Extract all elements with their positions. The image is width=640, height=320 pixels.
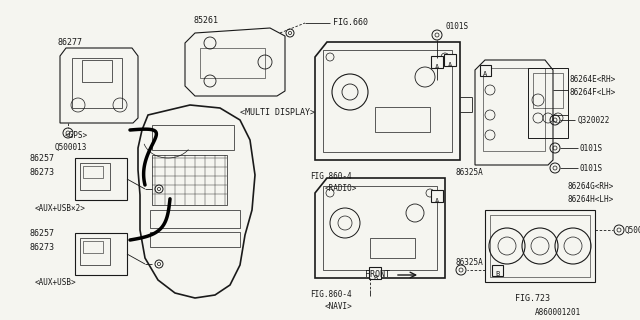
Bar <box>369 267 381 279</box>
Bar <box>444 54 456 66</box>
Bar <box>200 48 265 78</box>
Bar <box>75 158 127 200</box>
Text: 86273: 86273 <box>30 243 55 252</box>
Text: B: B <box>373 275 377 281</box>
Bar <box>483 68 545 151</box>
Text: A: A <box>448 62 452 68</box>
Text: Q500013: Q500013 <box>55 143 88 152</box>
Bar <box>152 155 227 205</box>
Text: <GPS>: <GPS> <box>65 131 88 140</box>
Bar <box>323 186 437 270</box>
Bar <box>83 166 103 178</box>
Text: 86257: 86257 <box>30 229 55 238</box>
Bar <box>80 163 110 190</box>
Text: 86264F<LH>: 86264F<LH> <box>570 88 616 97</box>
Text: A860001201: A860001201 <box>535 308 581 317</box>
Text: <RADIO>: <RADIO> <box>325 184 357 193</box>
Bar <box>431 56 443 68</box>
Bar <box>431 190 443 202</box>
Bar <box>528 68 568 138</box>
Text: 86325A: 86325A <box>455 168 483 177</box>
Text: 86277: 86277 <box>58 38 83 47</box>
Text: A: A <box>483 71 487 77</box>
Text: FIG.660: FIG.660 <box>333 18 368 27</box>
Text: 86264E<RH>: 86264E<RH> <box>570 75 616 84</box>
Bar <box>370 238 415 258</box>
Bar <box>323 50 452 152</box>
Text: 0101S: 0101S <box>580 144 603 153</box>
Text: 86264G<RH>: 86264G<RH> <box>568 182 614 191</box>
Text: FIG.723: FIG.723 <box>515 294 550 303</box>
Text: <AUX+USB>: <AUX+USB> <box>35 278 77 287</box>
Text: FIG.860-4: FIG.860-4 <box>310 172 351 181</box>
Bar <box>485 210 595 282</box>
Text: 86273: 86273 <box>30 168 55 177</box>
Bar <box>150 210 240 228</box>
Text: <AUX+USB×2>: <AUX+USB×2> <box>35 204 86 213</box>
Text: 85261: 85261 <box>193 16 218 25</box>
Bar <box>72 58 122 108</box>
Text: A: A <box>435 198 439 204</box>
Text: FRONT: FRONT <box>365 270 390 279</box>
Bar <box>490 215 590 277</box>
Text: A: A <box>435 64 439 70</box>
Text: FIG.860-4: FIG.860-4 <box>310 290 351 299</box>
Text: 86257: 86257 <box>30 154 55 163</box>
Bar <box>492 265 503 276</box>
Bar <box>80 238 110 265</box>
Text: <NAVI>: <NAVI> <box>325 302 353 311</box>
Bar <box>533 73 563 108</box>
Bar <box>150 232 240 247</box>
Text: B: B <box>495 271 499 277</box>
Text: Q320022: Q320022 <box>578 116 611 125</box>
Bar <box>152 125 234 150</box>
Text: 86264H<LH>: 86264H<LH> <box>568 195 614 204</box>
Text: 0101S: 0101S <box>445 22 468 31</box>
Text: Q500013: Q500013 <box>625 226 640 235</box>
Text: 0101S: 0101S <box>580 164 603 173</box>
Bar <box>375 107 430 132</box>
Bar <box>82 60 112 82</box>
Bar <box>480 65 491 76</box>
Text: <MULTI DISPLAY>: <MULTI DISPLAY> <box>240 108 315 117</box>
Bar <box>83 241 103 253</box>
Bar <box>75 233 127 275</box>
Text: 86325A: 86325A <box>455 258 483 267</box>
